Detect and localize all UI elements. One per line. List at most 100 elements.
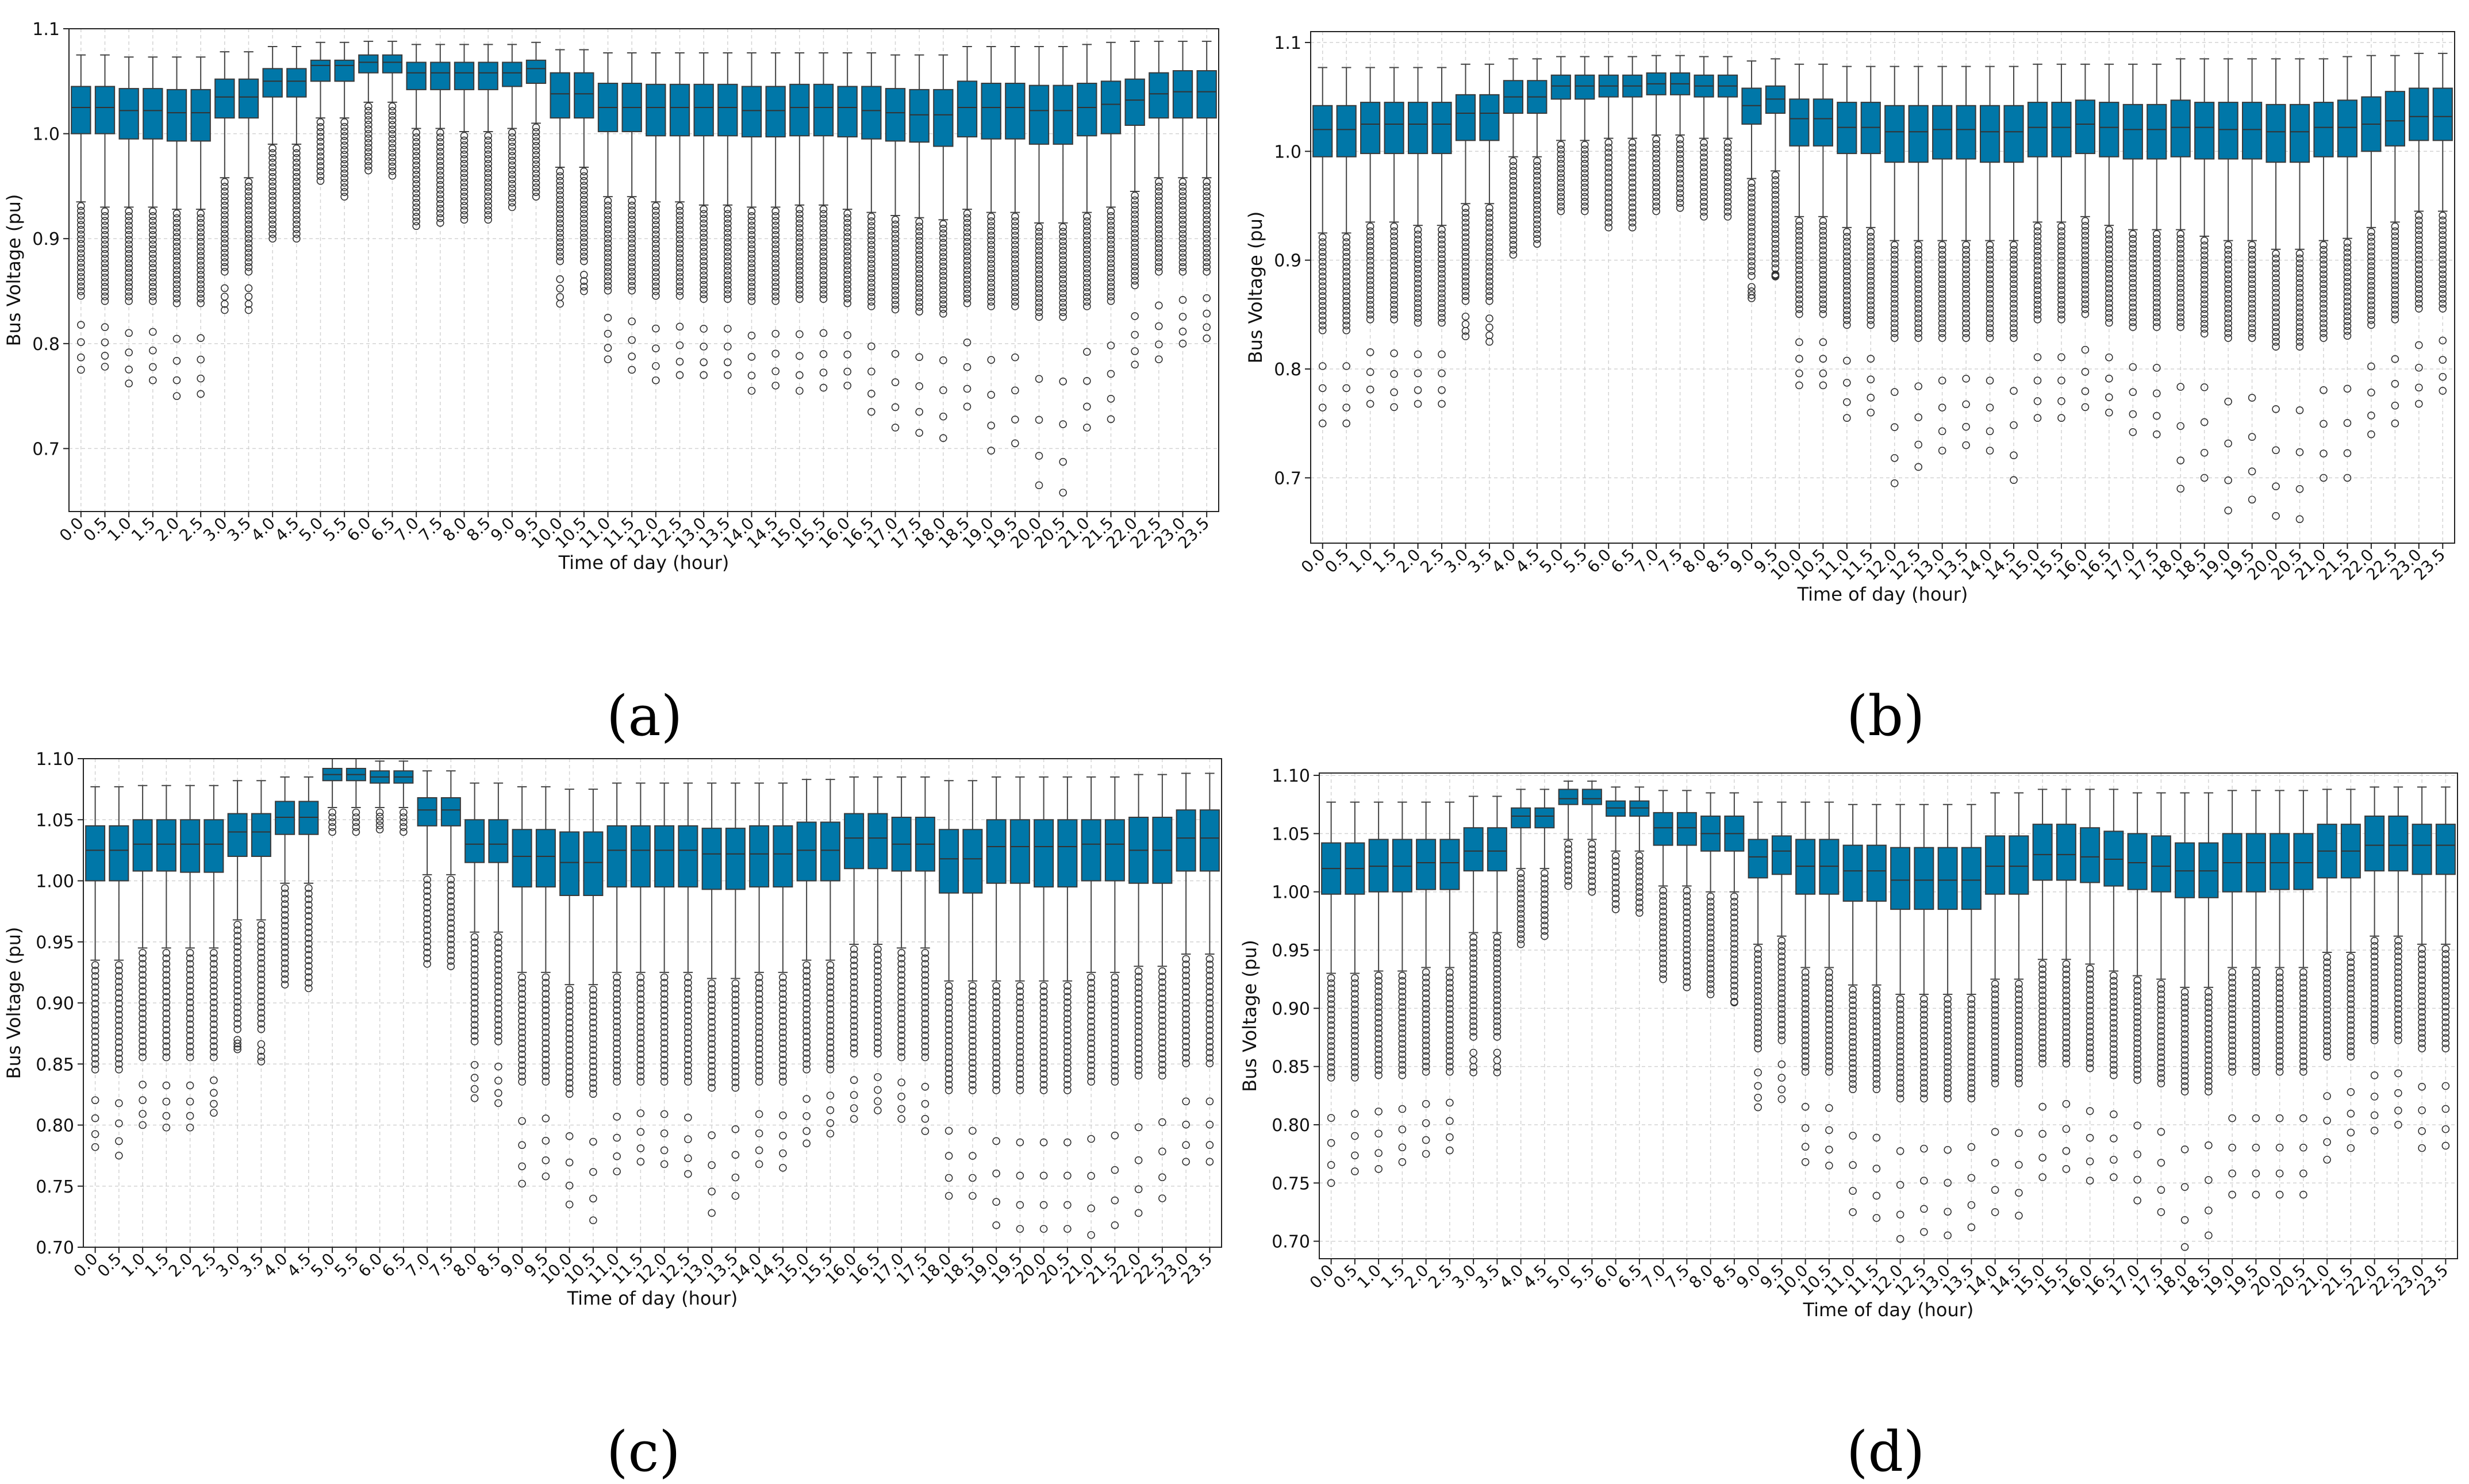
box-iqr xyxy=(2004,106,2023,162)
box-7.0 xyxy=(418,771,437,967)
box-10.0 xyxy=(1790,64,1808,389)
box-iqr xyxy=(1980,106,1999,162)
box-5.5 xyxy=(347,759,366,836)
y-axis-label: Bus Voltage (pu) xyxy=(1245,212,1266,364)
box-iqr xyxy=(2028,102,2047,157)
y-tick-label: 0.80 xyxy=(36,1116,74,1136)
box-7.5 xyxy=(1671,56,1689,212)
y-tick-label: 0.85 xyxy=(36,1055,74,1075)
box-15.0 xyxy=(790,53,809,394)
box-iqr xyxy=(513,829,532,887)
box-iqr xyxy=(2266,105,2285,162)
box-iqr xyxy=(2433,88,2452,140)
box-iqr xyxy=(1480,95,1499,141)
y-tick-label: 1.10 xyxy=(36,749,74,770)
box-iqr xyxy=(939,829,958,893)
box-5.0 xyxy=(323,759,342,836)
boxplot-chart-a: 0.70.80.91.01.10.00.51.01.52.02.53.03.54… xyxy=(0,0,1236,632)
box-iqr xyxy=(1385,102,1404,153)
y-tick-label: 1.1 xyxy=(32,20,60,40)
box-iqr xyxy=(821,822,840,881)
box-iqr xyxy=(109,826,128,881)
box-6.0 xyxy=(359,41,378,174)
box-iqr xyxy=(790,84,809,136)
box-7.5 xyxy=(441,771,460,970)
box-iqr xyxy=(2219,102,2238,159)
y-tick-label: 0.7 xyxy=(1274,468,1301,489)
box-iqr xyxy=(1814,99,1833,145)
box-5.5 xyxy=(1575,57,1594,215)
x-axis-label: Time of day (hour) xyxy=(1797,583,1968,605)
box-iqr xyxy=(455,62,474,89)
box-iqr xyxy=(838,86,857,137)
y-tick-label: 1.00 xyxy=(36,872,74,892)
box-iqr xyxy=(1313,106,1332,157)
y-tick-label: 0.70 xyxy=(36,1238,74,1258)
box-1.5 xyxy=(1385,67,1404,410)
box-iqr xyxy=(191,90,210,141)
box-iqr xyxy=(263,68,282,97)
box-iqr xyxy=(1933,106,1952,159)
box-18.0 xyxy=(2171,59,2190,492)
box-13.5 xyxy=(726,783,745,1199)
box-iqr xyxy=(963,829,982,893)
box-iqr xyxy=(1173,71,1192,118)
x-axis-label: Time of day (hour) xyxy=(558,552,729,574)
box-iqr xyxy=(2124,105,2142,159)
x-axis-label: Time of day (hour) xyxy=(567,1287,738,1309)
box-iqr xyxy=(1200,810,1219,871)
box-iqr xyxy=(1149,73,1168,118)
box-iqr xyxy=(133,820,152,871)
box-iqr xyxy=(383,55,402,73)
y-tick-label: 1.0 xyxy=(1274,142,1301,162)
box-iqr xyxy=(275,801,294,834)
box-iqr xyxy=(766,86,785,137)
box-5.5 xyxy=(335,43,354,200)
box-iqr xyxy=(560,832,579,896)
box-iqr xyxy=(2171,100,2190,156)
box-iqr xyxy=(814,84,833,136)
box-iqr xyxy=(583,832,602,896)
box-iqr xyxy=(574,73,593,118)
box-2.0 xyxy=(181,786,199,1131)
box-iqr xyxy=(71,86,90,133)
box-iqr xyxy=(1197,71,1216,118)
box-18.5 xyxy=(963,781,982,1199)
box-iqr xyxy=(1456,95,1475,141)
box-iqr xyxy=(479,62,498,89)
box-8.5 xyxy=(1718,57,1737,220)
y-tick-label: 0.9 xyxy=(32,229,60,249)
box-5.0 xyxy=(1552,57,1571,215)
box-14.0 xyxy=(742,53,761,394)
box-16.0 xyxy=(2076,64,2095,410)
box-iqr xyxy=(1005,83,1024,139)
box-7.0 xyxy=(1647,56,1666,215)
box-12.5 xyxy=(670,53,689,379)
box-iqr xyxy=(2290,105,2309,162)
box-iqr xyxy=(1337,106,1356,157)
box-iqr xyxy=(143,89,162,139)
box-iqr xyxy=(228,814,247,856)
y-tick-label: 0.7 xyxy=(32,439,60,459)
box-20.5 xyxy=(2290,59,2309,522)
boxplot-chart-c: 0.700.750.800.850.900.951.001.051.100.00… xyxy=(0,736,1236,1368)
box-1.0 xyxy=(120,57,139,387)
box-iqr xyxy=(311,60,330,82)
y-tick-label: 1.0 xyxy=(32,125,60,145)
box-19.5 xyxy=(1005,47,1024,447)
box-iqr xyxy=(1101,81,1120,133)
box-iqr xyxy=(742,86,761,137)
box-iqr xyxy=(431,62,450,89)
box-iqr xyxy=(215,79,234,118)
box-iqr xyxy=(1077,83,1096,136)
box-iqr xyxy=(2099,102,2118,157)
box-iqr xyxy=(655,826,674,887)
box-iqr xyxy=(86,826,105,881)
box-iqr xyxy=(299,801,318,834)
box-iqr xyxy=(1054,86,1073,144)
box-iqr xyxy=(862,86,881,139)
box-iqr xyxy=(987,820,1006,883)
